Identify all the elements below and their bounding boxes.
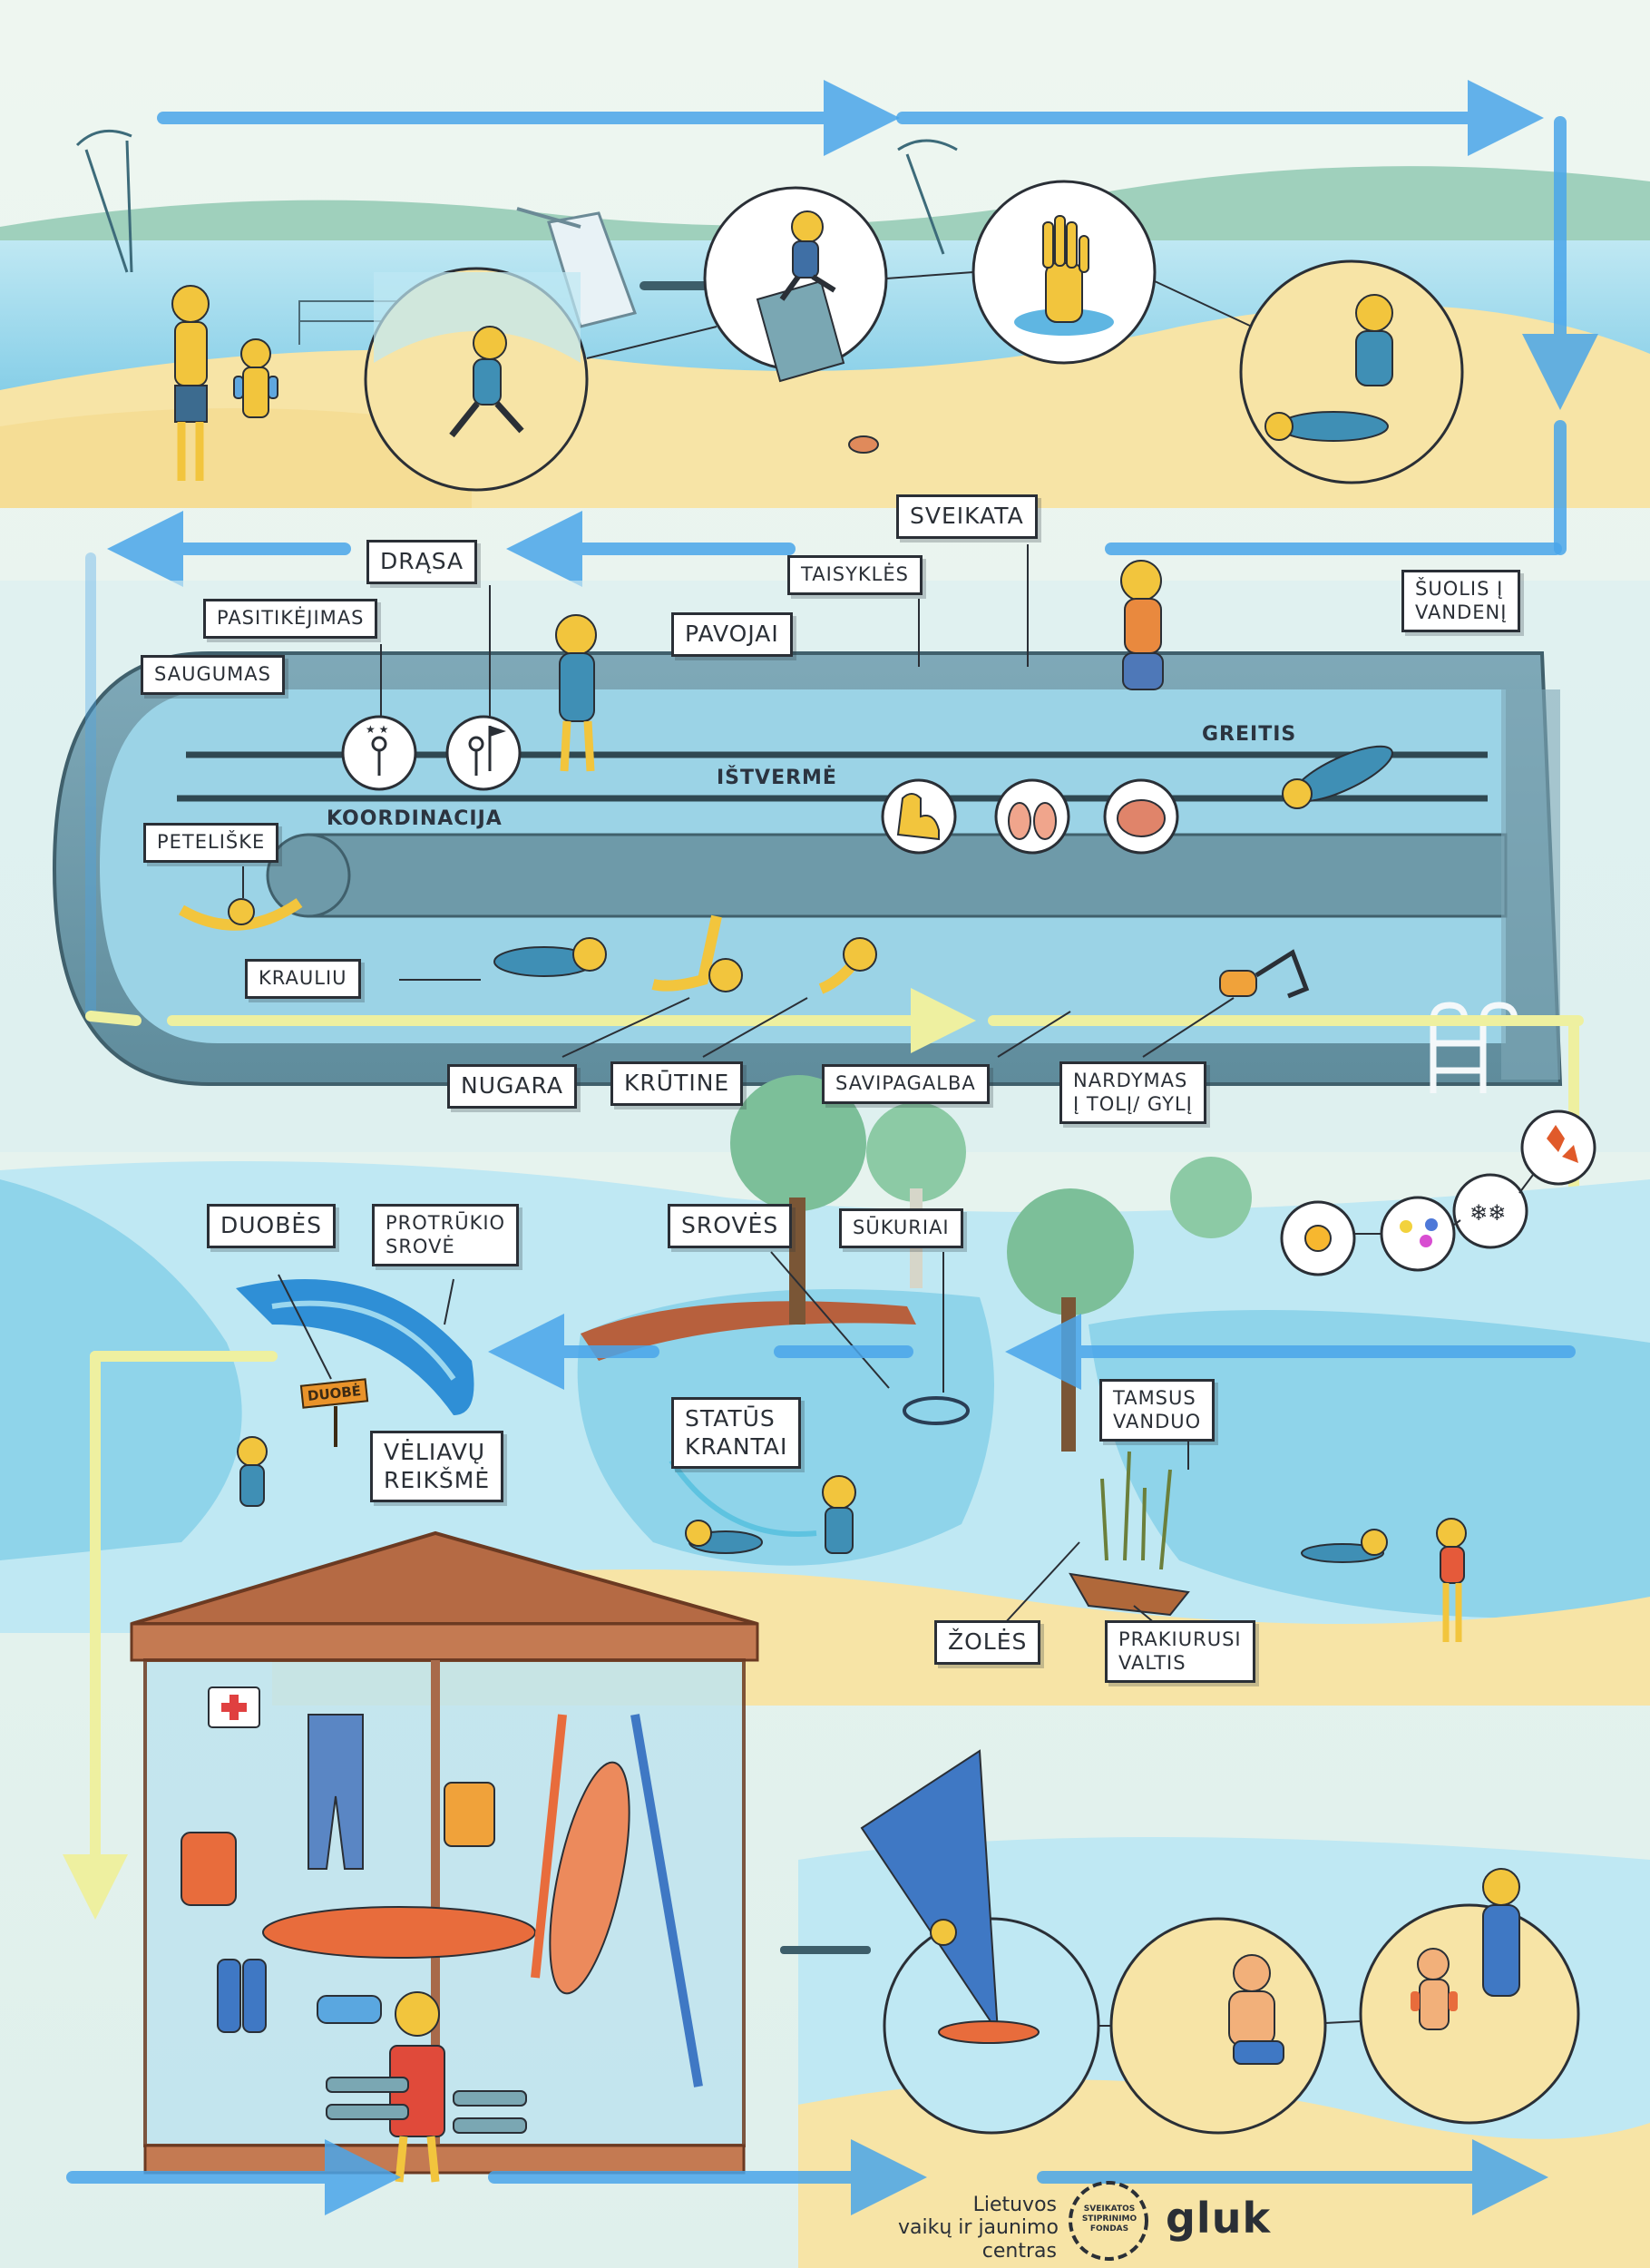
- fund-logo-line2: STIPRINIMO: [1081, 2214, 1137, 2224]
- pool-ladder-icon: [1430, 1002, 1518, 1093]
- label-connectors: [242, 544, 1235, 1058]
- label-savipagalba: SAVIPAGALBA: [822, 1064, 990, 1104]
- label-krauliu: KRAULIU: [245, 959, 361, 999]
- flowers-icon: [1380, 1196, 1456, 1272]
- label-saugumas: SAUGUMAS: [141, 655, 285, 695]
- brain-icon: [1103, 778, 1179, 855]
- label-nugara: NUGARA: [447, 1064, 577, 1109]
- rip-current-wave: [236, 1279, 474, 1415]
- label-taisykles: TAISYKLĖS: [787, 555, 923, 595]
- crab: [848, 435, 879, 454]
- label-istverme: IŠTVERMĖ: [717, 767, 837, 789]
- coordination-icon: ★ ★: [341, 715, 417, 791]
- autumn-leaves-icon: [1520, 1110, 1596, 1186]
- label-peteliske: PETELIŠKE: [143, 823, 279, 863]
- raised-hand-icon: [971, 180, 1157, 365]
- ljc-logo-line3: centras: [981, 2239, 1057, 2263]
- lungs-icon: [994, 778, 1070, 855]
- label-suolis: ŠUOLIS Į VANDENĮ: [1401, 570, 1521, 633]
- nature-characters: [237, 1436, 1467, 1642]
- label-sveikata: SVEIKATA: [896, 494, 1038, 539]
- svg-text:❄❄: ❄❄: [1469, 1200, 1506, 1226]
- snowflakes-icon: ❄❄: [1452, 1173, 1528, 1249]
- fund-logo-text: SVEIKATOS STIPRINIMO FONDAS: [1075, 2204, 1144, 2234]
- trees: [730, 1075, 1252, 1452]
- kitesurf-icon: [75, 129, 958, 273]
- muscle-arm-icon: [881, 778, 957, 855]
- label-drasa: DRĄSA: [366, 540, 478, 584]
- shed-equipment: [181, 1714, 703, 2183]
- snorkel-mask-icon: [1219, 949, 1310, 999]
- label-duobes: DUOBĖS: [207, 1204, 337, 1248]
- pool-characters: [179, 560, 1393, 994]
- first-aid-icon: [208, 1686, 260, 1728]
- ljc-logo: Lietuvos vaikų ir jaunimo centras: [898, 2194, 1059, 2263]
- label-koordinacija: KOORDINACIJA: [327, 807, 503, 830]
- courage-flag-icon: [445, 715, 522, 791]
- sun-icon: [1280, 1200, 1356, 1276]
- label-krutine: KRŪTINE: [610, 1061, 744, 1106]
- label-sroves: SROVĖS: [668, 1204, 793, 1248]
- label-greitis: GREITIS: [1202, 723, 1297, 746]
- label-connectors-2: [278, 1274, 332, 1380]
- fund-logo-line3: FONDAS: [1089, 2224, 1129, 2234]
- label-protrukio: PROTRŪKIO SROVĖ: [372, 1204, 520, 1267]
- label-sukuriai: SŪKURIAI: [839, 1208, 963, 1248]
- label-tamsus: TAMSUS VANDUO: [1099, 1379, 1216, 1442]
- label-zoles: ŽOLĖS: [934, 1620, 1041, 1665]
- label-veliavu: VĖLIAVŲ REIKŠMĖ: [370, 1431, 504, 1502]
- label-pasitikejimas: PASITIKĖJIMAS: [203, 599, 378, 639]
- label-status: STATŪS KRANTAI: [671, 1397, 802, 1469]
- gluk-logo: gluk: [1166, 2194, 1272, 2243]
- label-pavojai: PAVOJAI: [671, 612, 793, 657]
- label-prakiurusi: PRAKIURUSI VALTIS: [1105, 1620, 1255, 1684]
- whirlpool: [903, 1396, 970, 1425]
- svg-text:★ ★: ★ ★: [366, 723, 388, 736]
- rescue-scene: [1239, 259, 1464, 484]
- fund-logo-line1: SVEIKATOS: [1083, 2204, 1136, 2214]
- resting-child-scene: [1109, 1917, 1327, 2135]
- windsurf-scene: [860, 1749, 1100, 2135]
- ljc-logo-line1: Lietuvos: [972, 2194, 1057, 2216]
- boat-icon: [1069, 1572, 1190, 1617]
- ljc-logo-line2: vaikų ir jaunimo: [898, 2216, 1059, 2240]
- fund-logo: [1069, 2181, 1148, 2261]
- parent-child-scene: [1359, 1868, 1580, 2125]
- scene-circle-running: [364, 267, 589, 492]
- pool-arrow-join: [85, 1011, 142, 1026]
- label-nardymas: NARDYMAS Į TOLĮ/ GYLĮ: [1059, 1061, 1206, 1125]
- family-characters: [171, 285, 278, 481]
- reeds: [1100, 1451, 1172, 1570]
